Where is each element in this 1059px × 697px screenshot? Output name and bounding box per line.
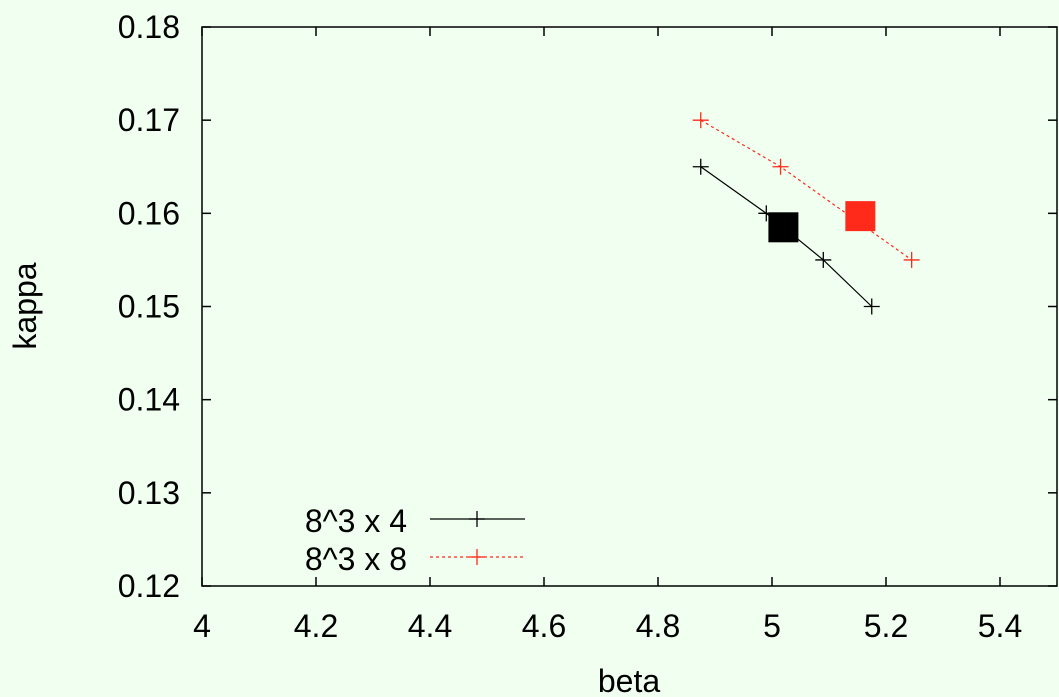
y-tick-label: 0.13 (118, 475, 180, 511)
legend-marker-series-2 (469, 549, 485, 565)
series-2-line (700, 119, 912, 261)
highlight-square-1 (768, 212, 799, 243)
y-tick-label: 0.16 (118, 195, 180, 231)
legend: 8^3 x 4 8^3 x 8 (305, 503, 525, 577)
series-1-point (863, 298, 880, 315)
x-tick-label: 4 (193, 608, 211, 644)
series-2-point (903, 251, 920, 268)
series-1-point (692, 158, 709, 175)
highlight-square-2 (845, 201, 876, 232)
tick-labels: 4 4.2 4.4 4.6 4.8 5 5.2 5.4 0.12 0.13 0.14 0.15 0.16… (118, 9, 1023, 644)
ticks (201, 26, 1057, 587)
x-tick-label: 4.8 (636, 608, 680, 644)
series-2-point (692, 112, 709, 129)
y-tick-label: 0.14 (118, 382, 180, 418)
x-axis-title: beta (598, 663, 660, 697)
y-tick-label: 0.18 (118, 9, 180, 45)
series-1-point (815, 251, 832, 268)
x-tick-label: 5 (763, 608, 781, 644)
x-tick-label: 4.6 (522, 608, 566, 644)
x-tick-label: 4.4 (408, 608, 452, 644)
x-tick-label: 4.2 (294, 608, 338, 644)
y-tick-label: 0.17 (118, 102, 180, 138)
legend-label-series-1: 8^3 x 4 (305, 503, 407, 539)
y-tick-label: 0.15 (118, 289, 180, 325)
x-tick-label: 5.4 (978, 608, 1022, 644)
series-2-point (772, 158, 789, 175)
series-layer (692, 112, 920, 315)
y-tick-label: 0.12 (118, 568, 180, 604)
highlight-layer (768, 201, 876, 243)
legend-marker-series-1 (469, 511, 485, 527)
y-axis-title: kappa (7, 262, 43, 349)
legend-label-series-2: 8^3 x 8 (305, 541, 407, 577)
x-tick-label: 5.2 (864, 608, 908, 644)
